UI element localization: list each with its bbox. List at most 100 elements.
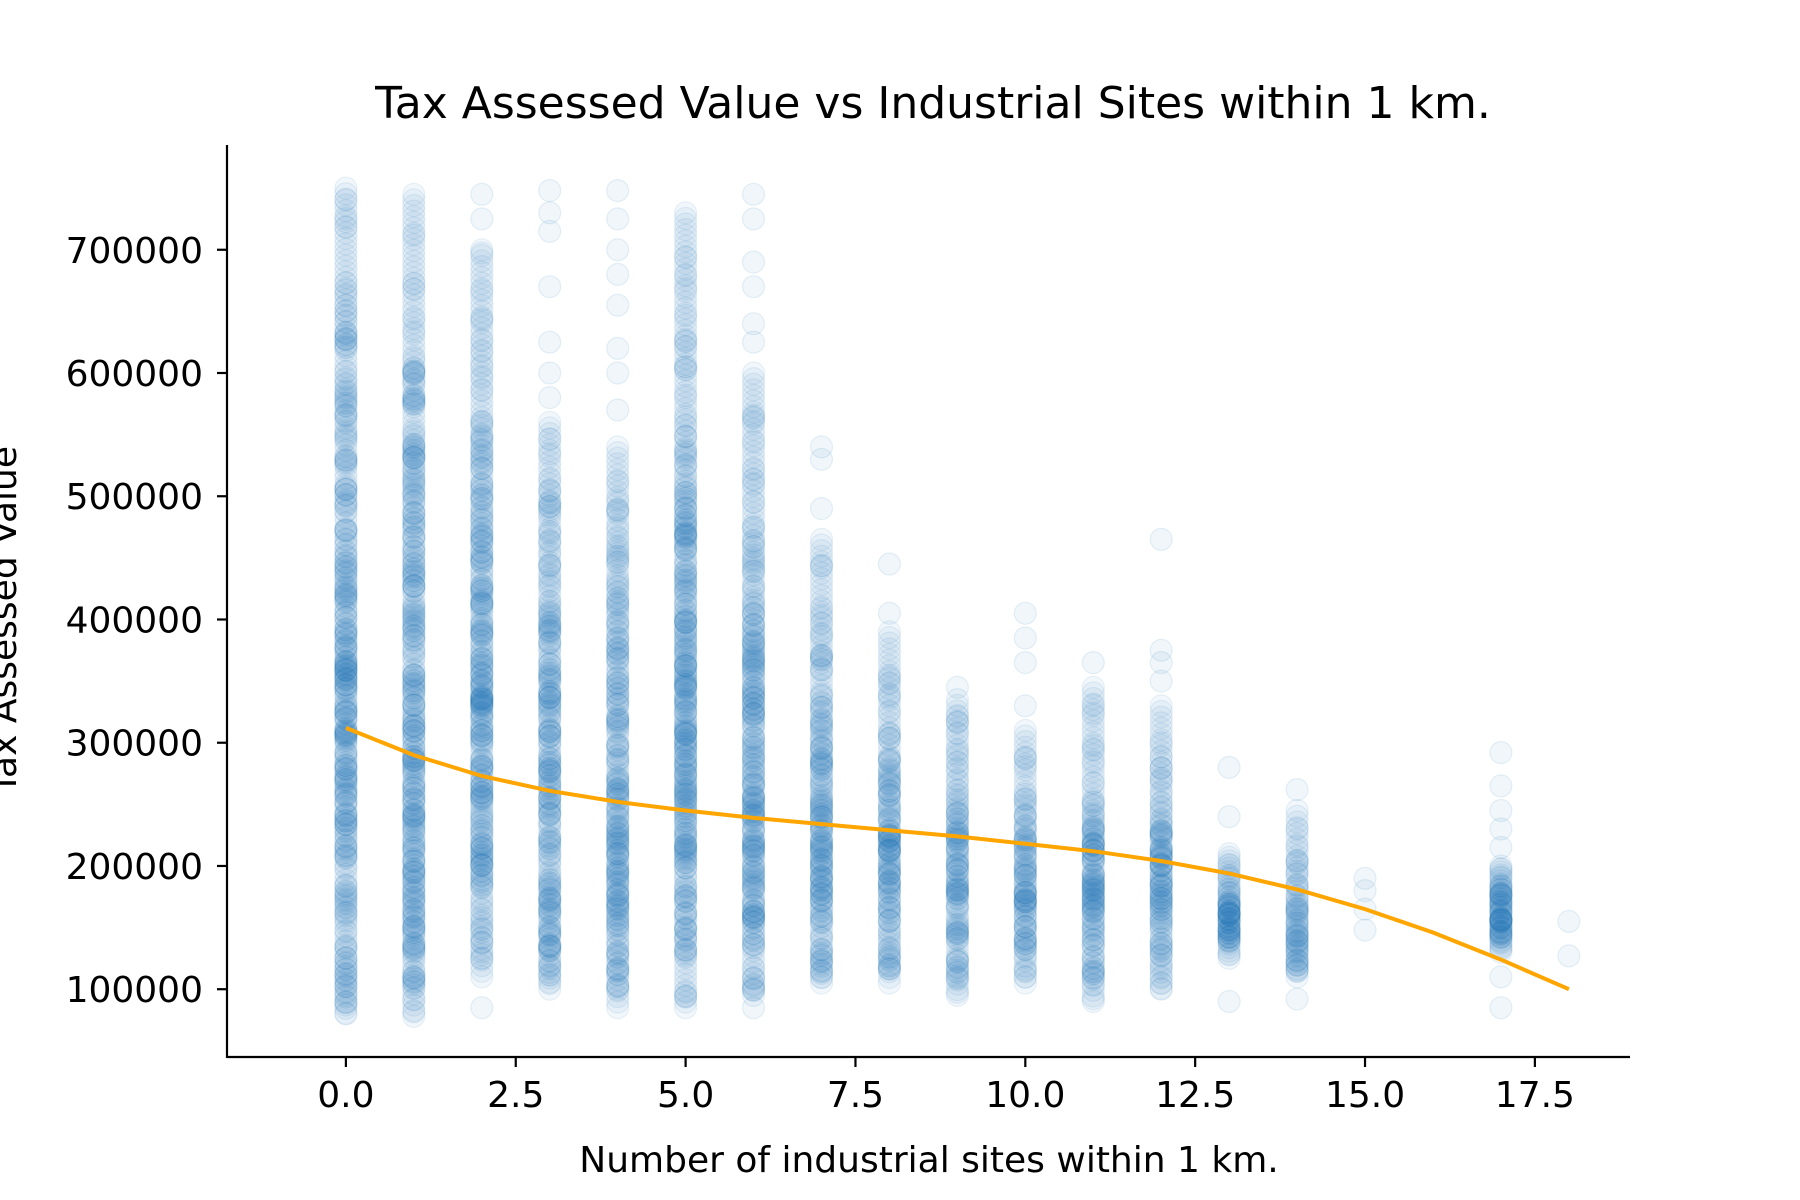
scatter-point bbox=[334, 427, 358, 451]
scatter-point bbox=[606, 498, 630, 522]
scatter-point bbox=[334, 806, 358, 831]
scatter-point bbox=[402, 999, 426, 1023]
scatter-point bbox=[334, 265, 358, 289]
scatter-point bbox=[334, 882, 358, 906]
scatter-point bbox=[877, 666, 902, 691]
scatter-point bbox=[402, 359, 426, 384]
scatter-point bbox=[402, 568, 426, 592]
scatter-point bbox=[402, 307, 426, 331]
scatter-point bbox=[334, 1002, 358, 1026]
scatter-point bbox=[945, 955, 970, 980]
scatter-point bbox=[334, 639, 358, 663]
scatter-point bbox=[402, 261, 426, 285]
scatter-point bbox=[402, 672, 426, 696]
scatter-point bbox=[402, 562, 426, 587]
y-tick-label: 600000 bbox=[66, 354, 203, 395]
scatter-point bbox=[334, 505, 358, 529]
scatter-point bbox=[334, 700, 358, 724]
scatter-point bbox=[334, 985, 358, 1009]
scatter-point bbox=[334, 649, 358, 674]
scatter-point bbox=[334, 423, 358, 448]
scatter-point bbox=[402, 603, 426, 628]
scatter-point bbox=[402, 719, 426, 743]
scatter-point bbox=[334, 676, 358, 700]
scatter-point bbox=[334, 578, 358, 602]
scatter-point bbox=[402, 1000, 426, 1024]
scatter-points bbox=[334, 176, 1581, 1028]
scatter-point bbox=[334, 757, 358, 781]
scatter-point bbox=[741, 361, 766, 385]
scatter-point bbox=[334, 562, 358, 586]
scatter-point bbox=[334, 282, 358, 306]
scatter-point bbox=[334, 742, 358, 767]
scatter-point bbox=[402, 439, 426, 464]
scatter-point bbox=[402, 788, 426, 812]
scatter-point bbox=[334, 812, 358, 836]
scatter-point bbox=[1013, 650, 1037, 675]
scatter-point bbox=[334, 568, 358, 593]
scatter-point bbox=[606, 361, 630, 385]
scatter-point bbox=[334, 974, 358, 998]
scatter-point bbox=[402, 702, 426, 727]
scatter-point bbox=[334, 207, 358, 231]
scatter-point bbox=[334, 472, 358, 496]
scatter-point bbox=[402, 657, 426, 682]
scatter-point bbox=[402, 982, 426, 1006]
scatter-point bbox=[334, 367, 358, 391]
scatter-point bbox=[334, 809, 358, 833]
scatter-point bbox=[402, 965, 426, 989]
scatter-point bbox=[334, 176, 358, 200]
scatter-point bbox=[334, 377, 358, 401]
scatter-point bbox=[673, 690, 698, 715]
scatter-point bbox=[1149, 745, 1173, 769]
scatter-point bbox=[402, 847, 426, 871]
scatter-point bbox=[402, 674, 426, 699]
scatter-point bbox=[606, 959, 630, 983]
scatter-point bbox=[402, 305, 426, 329]
x-tick-label: 2.5 bbox=[487, 1075, 544, 1116]
scatter-point bbox=[334, 890, 358, 914]
scatter-point bbox=[334, 955, 358, 979]
scatter-point bbox=[402, 842, 426, 866]
scatter-point bbox=[470, 500, 494, 524]
y-tick-label: 200000 bbox=[66, 847, 203, 888]
scatter-point bbox=[334, 851, 358, 875]
scatter-point bbox=[470, 425, 494, 449]
scatter-point bbox=[402, 940, 426, 964]
scatter-point bbox=[334, 833, 358, 858]
scatter-point bbox=[741, 726, 766, 750]
scatter-point bbox=[334, 845, 358, 870]
scatter-point bbox=[1149, 780, 1173, 805]
scatter-point bbox=[334, 582, 358, 606]
scatter-point bbox=[334, 753, 358, 778]
scatter-point bbox=[538, 503, 562, 527]
scatter-point bbox=[402, 266, 426, 290]
scatter-point bbox=[402, 931, 426, 956]
scatter-point bbox=[334, 808, 358, 832]
scatter-point bbox=[334, 422, 358, 446]
scatter-point bbox=[334, 887, 358, 911]
scatter-point bbox=[402, 776, 426, 801]
scatter-point bbox=[402, 551, 426, 576]
scatter-point bbox=[673, 985, 698, 1009]
scatter-point bbox=[402, 534, 426, 559]
scatter-point bbox=[402, 691, 426, 715]
scatter-point bbox=[402, 971, 426, 995]
scatter-point bbox=[334, 461, 358, 485]
scatter-point bbox=[402, 609, 426, 633]
scatter-point bbox=[334, 483, 358, 507]
scatter-point bbox=[402, 936, 426, 960]
scatter-point bbox=[538, 330, 562, 354]
scatter-point bbox=[402, 525, 426, 549]
scatter-point bbox=[334, 818, 358, 842]
scatter-point bbox=[402, 967, 426, 991]
scatter-point bbox=[334, 654, 358, 678]
scatter-point bbox=[402, 406, 426, 430]
scatter-point bbox=[1081, 771, 1105, 795]
scatter-point bbox=[402, 311, 426, 335]
scatter-point bbox=[809, 772, 834, 797]
scatter-point bbox=[334, 801, 358, 825]
scatter-point bbox=[334, 777, 358, 802]
scatter-point bbox=[402, 227, 426, 251]
scatter-point bbox=[402, 959, 426, 984]
